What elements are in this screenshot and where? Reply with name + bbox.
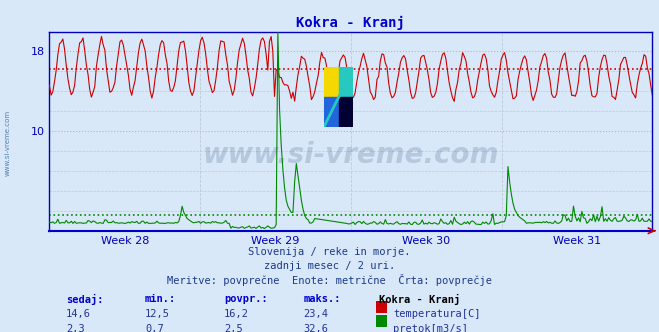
Text: min.:: min.: (145, 294, 176, 304)
Text: pretok[m3/s]: pretok[m3/s] (393, 324, 469, 332)
Text: zadnji mesec / 2 uri.: zadnji mesec / 2 uri. (264, 261, 395, 271)
Text: 16,2: 16,2 (224, 309, 249, 319)
Text: temperatura[C]: temperatura[C] (393, 309, 481, 319)
Text: www.si-vreme.com: www.si-vreme.com (5, 110, 11, 176)
Text: 14,6: 14,6 (66, 309, 91, 319)
Text: 2,5: 2,5 (224, 324, 243, 332)
Title: Kokra - Kranj: Kokra - Kranj (297, 16, 405, 30)
Text: 2,3: 2,3 (66, 324, 84, 332)
Bar (324, 67, 339, 97)
Text: povpr.:: povpr.: (224, 294, 268, 304)
Text: www.si-vreme.com: www.si-vreme.com (203, 141, 499, 169)
Text: 32,6: 32,6 (303, 324, 328, 332)
Text: sedaj:: sedaj: (66, 294, 103, 305)
Text: 0,7: 0,7 (145, 324, 163, 332)
Text: maks.:: maks.: (303, 294, 341, 304)
Text: 12,5: 12,5 (145, 309, 170, 319)
Text: Kokra - Kranj: Kokra - Kranj (379, 294, 460, 305)
Text: Slovenija / reke in morje.: Slovenija / reke in morje. (248, 247, 411, 257)
Bar (339, 97, 353, 127)
Bar (324, 97, 339, 127)
Text: Meritve: povprečne  Enote: metrične  Črta: povprečje: Meritve: povprečne Enote: metrične Črta:… (167, 274, 492, 286)
Text: 23,4: 23,4 (303, 309, 328, 319)
Bar (339, 67, 353, 97)
